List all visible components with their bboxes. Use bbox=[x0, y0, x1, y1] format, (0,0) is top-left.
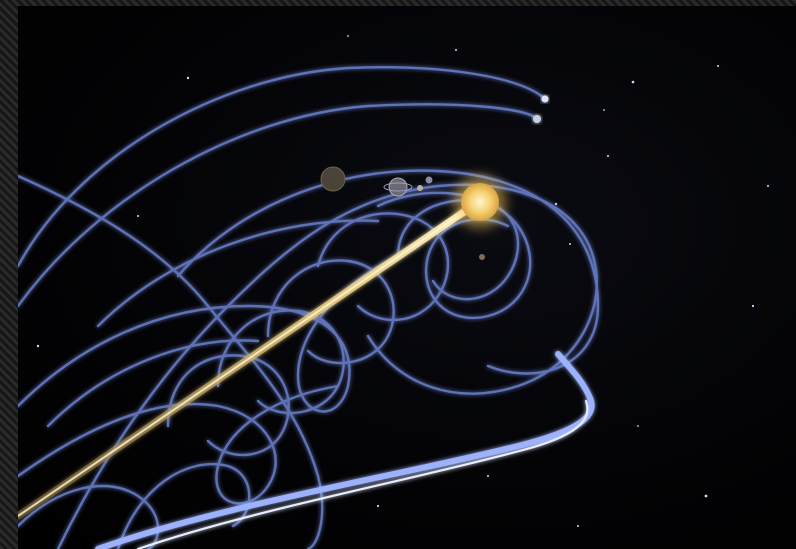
sun-trail bbox=[18, 197, 484, 520]
small-planet-b bbox=[425, 176, 433, 184]
planets bbox=[320, 95, 549, 260]
gas-giant-dim bbox=[320, 166, 346, 192]
comet-trail bbox=[95, 351, 595, 549]
planet-orbit-trails bbox=[18, 66, 600, 549]
ringed-planet bbox=[383, 177, 413, 197]
inner-planet bbox=[479, 254, 485, 260]
space-scene bbox=[18, 6, 796, 549]
solar-system-helix-illustration bbox=[18, 35, 769, 549]
comet-head-b bbox=[533, 115, 541, 123]
comet-head-a bbox=[541, 95, 549, 103]
sun bbox=[454, 176, 506, 228]
small-planet-a bbox=[417, 185, 423, 191]
star-field bbox=[36, 35, 769, 527]
